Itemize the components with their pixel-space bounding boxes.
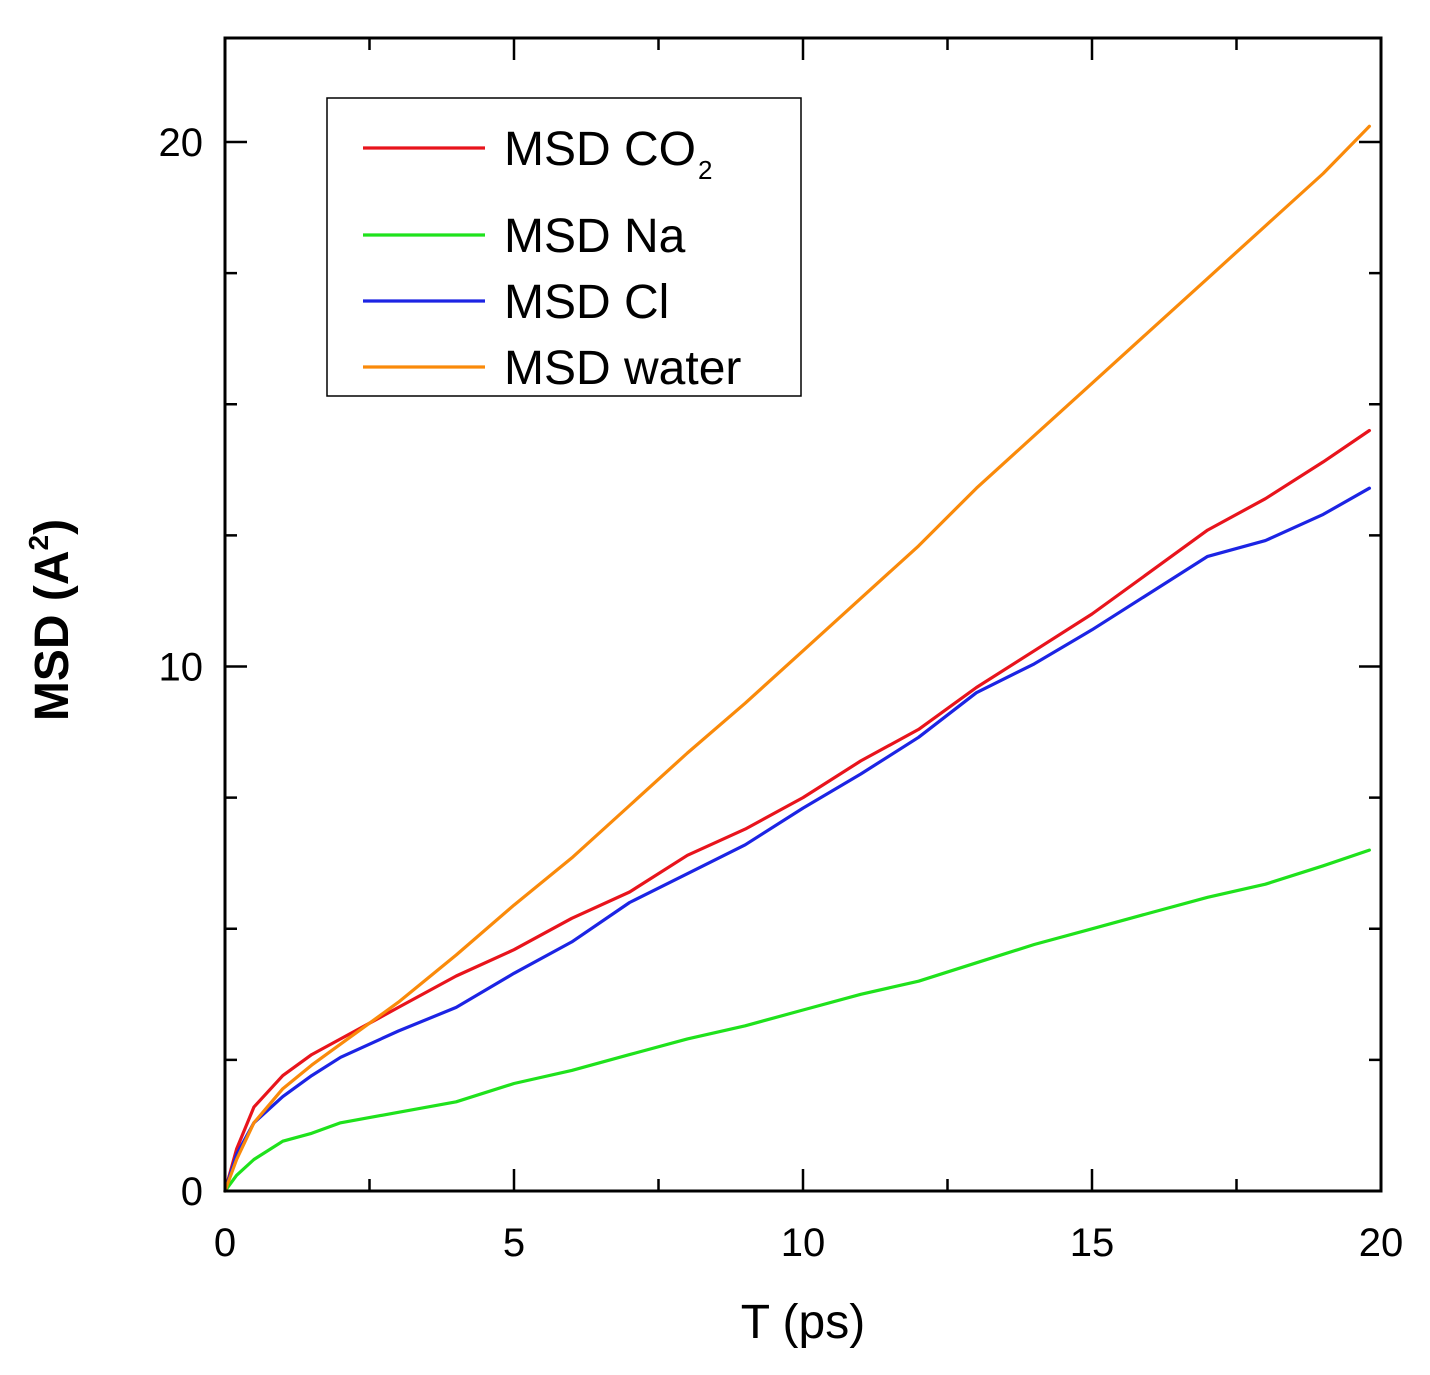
y-axis-title: MSD (A2) <box>23 519 79 721</box>
legend-label: MSD Cl <box>504 276 669 329</box>
series-line-msd-water <box>223 124 1371 1193</box>
legend-label-main: MSD Cl <box>504 276 669 329</box>
y-tick-label: 20 <box>159 121 204 165</box>
legend-label: MSD water <box>504 342 741 395</box>
legend-label: MSD Na <box>504 210 686 263</box>
legend: MSD CO2 MSD Na MSD Cl MSD water <box>326 97 802 397</box>
legend-items: MSD CO2 MSD Na MSD Cl MSD water <box>363 123 741 395</box>
series-layer <box>223 124 1371 1193</box>
legend-label-main: MSD CO <box>504 123 696 176</box>
y-axis-title-superscript: 2 <box>23 535 54 551</box>
legend-label-main: MSD water <box>504 342 741 395</box>
series-line-msd-cl <box>223 486 1371 1193</box>
x-tick-label: 20 <box>1359 1221 1404 1265</box>
legend-label: MSD CO2 <box>504 123 712 185</box>
series-line-msd-na <box>223 848 1371 1193</box>
x-tick-label: 0 <box>214 1221 236 1265</box>
tick-layer: 0 5 10 15 20 0 10 20 <box>159 38 1404 1265</box>
x-tick-label: 10 <box>781 1221 826 1265</box>
series-line-msd-co2 <box>223 428 1371 1193</box>
x-axis-title: T (ps) <box>741 1296 865 1349</box>
legend-label-subscript: 2 <box>698 155 712 185</box>
y-tick-label: 10 <box>159 646 204 690</box>
legend-label-main: MSD Na <box>504 210 686 263</box>
x-tick-label: 5 <box>503 1221 525 1265</box>
y-axis-title-close: ) <box>26 519 79 535</box>
y-axis-title-main: MSD (A <box>26 550 79 721</box>
x-tick-label: 15 <box>1070 1221 1115 1265</box>
y-tick-label: 0 <box>181 1170 203 1214</box>
